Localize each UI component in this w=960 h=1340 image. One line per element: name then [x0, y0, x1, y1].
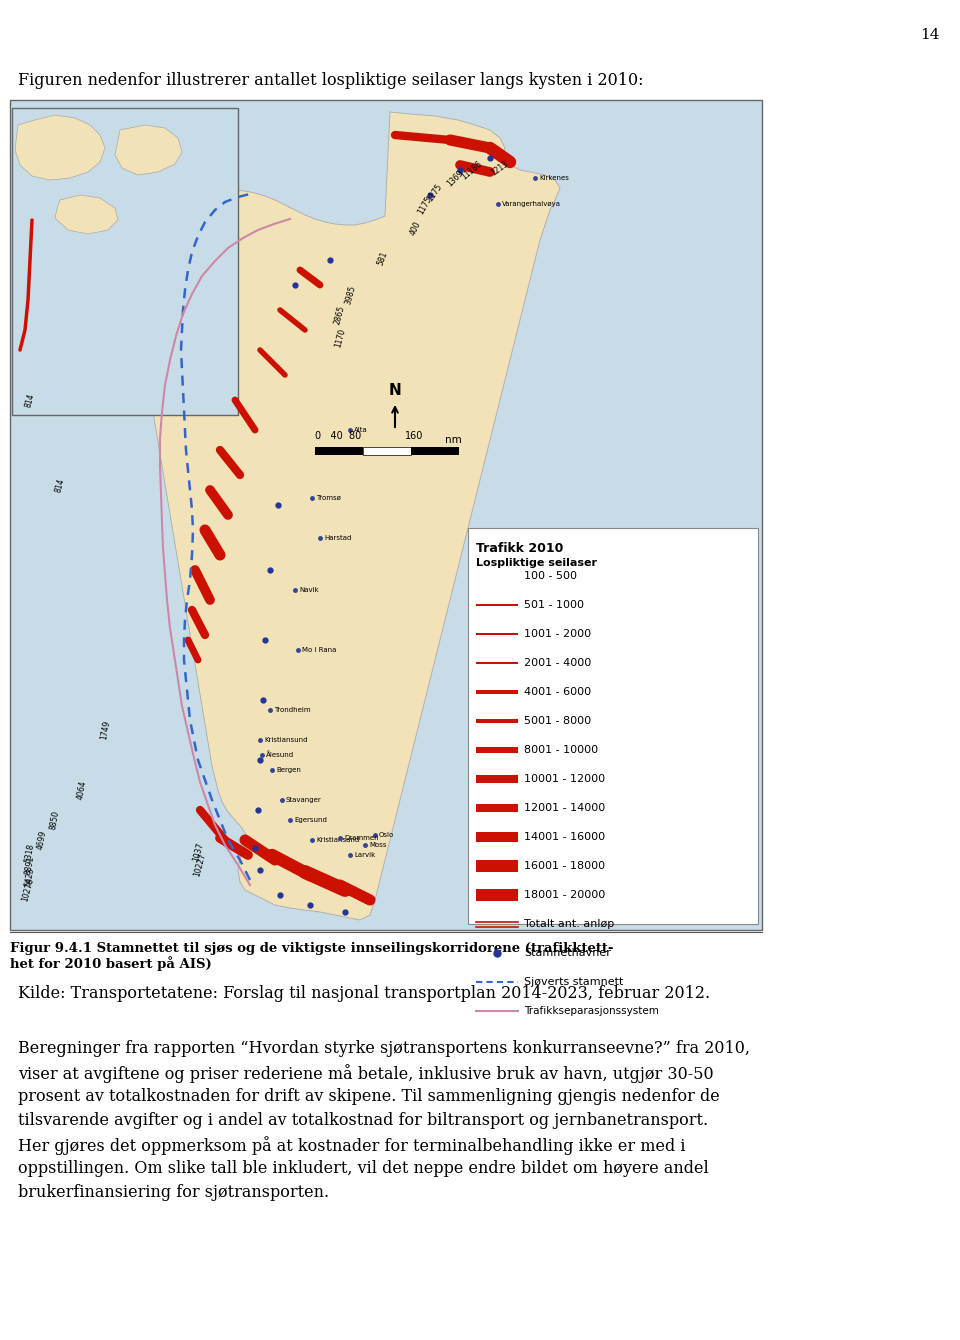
Text: Figuren nedenfor illustrerer antallet lospliktige seilaser langs kysten i 2010:: Figuren nedenfor illustrerer antallet lo…	[18, 72, 643, 88]
Text: 501 - 1000: 501 - 1000	[524, 600, 584, 610]
Text: 14001 - 16000: 14001 - 16000	[524, 832, 605, 842]
Text: 8850: 8850	[49, 809, 61, 831]
Bar	[476, 604, 518, 606]
Text: Larvik: Larvik	[354, 852, 375, 858]
Text: 8891: 8891	[24, 855, 36, 875]
Text: 2865: 2865	[333, 304, 347, 326]
Text: Trafikk 2010: Trafikk 2010	[476, 541, 564, 555]
Text: Navik: Navik	[299, 587, 319, 594]
Text: 1175: 1175	[417, 194, 434, 216]
Bar	[476, 888, 518, 902]
Text: 5318: 5318	[24, 843, 36, 863]
Text: Kristiansund: Kristiansund	[264, 737, 307, 742]
Text: 4001 - 6000: 4001 - 6000	[524, 687, 591, 697]
Text: viser at avgiftene og priser rederiene må betale, inklusive bruk av havn, utgjør: viser at avgiftene og priser rederiene m…	[18, 1064, 713, 1083]
Text: Totalt ant. anløp: Totalt ant. anløp	[524, 919, 614, 929]
Bar	[476, 775, 518, 783]
Text: 160: 160	[405, 431, 423, 441]
Text: 1749: 1749	[99, 720, 111, 740]
Text: 5001 - 8000: 5001 - 8000	[524, 716, 591, 726]
Text: brukerfinansiering for sjøtransporten.: brukerfinansiering for sjøtransporten.	[18, 1185, 329, 1201]
Text: nm: nm	[445, 436, 462, 445]
Bar	[468, 528, 758, 925]
Bar	[476, 662, 518, 665]
Bar	[12, 109, 238, 415]
Text: 1369: 1369	[445, 168, 465, 188]
Text: Figur 9.4.1 Stamnettet til sjøs og de viktigste innseilingskorridorene (trafikkt: Figur 9.4.1 Stamnettet til sjøs og de vi…	[10, 942, 613, 955]
Text: Mo i Rana: Mo i Rana	[302, 647, 336, 653]
Bar	[476, 860, 518, 871]
Polygon shape	[55, 196, 118, 234]
Text: 1175: 1175	[426, 182, 444, 204]
Text: Lospliktige seilaser: Lospliktige seilaser	[476, 557, 597, 568]
Text: Stamnethavner: Stamnethavner	[524, 947, 611, 958]
Text: N: N	[389, 383, 401, 398]
Text: Egersund: Egersund	[294, 817, 326, 823]
Text: 1213: 1213	[490, 159, 511, 177]
Text: 1170: 1170	[333, 327, 347, 348]
Bar	[476, 690, 518, 694]
Text: Ålesund: Ålesund	[266, 752, 294, 758]
Text: 581: 581	[375, 249, 389, 267]
Text: Drammen: Drammen	[344, 835, 378, 842]
Bar	[10, 100, 762, 930]
Text: Bergen: Bergen	[276, 766, 300, 773]
Text: 10278: 10278	[20, 878, 36, 903]
Text: 1001 - 2000: 1001 - 2000	[524, 628, 591, 639]
Text: 100 - 500: 100 - 500	[524, 571, 577, 582]
Bar	[315, 448, 363, 456]
Text: 4699: 4699	[36, 829, 48, 851]
Text: Trafikkseparasjonssystem: Trafikkseparasjonssystem	[524, 1006, 659, 1016]
Polygon shape	[15, 115, 105, 180]
Text: 2001 - 4000: 2001 - 4000	[524, 658, 591, 669]
Text: Beregninger fra rapporten “Hvordan styrke sjøtransportens konkurranseevne?” fra : Beregninger fra rapporten “Hvordan styrk…	[18, 1040, 750, 1057]
Polygon shape	[115, 125, 182, 176]
Text: Oslo: Oslo	[379, 832, 395, 838]
Text: Kirkenes: Kirkenes	[539, 176, 569, 181]
Text: Trondheim: Trondheim	[274, 708, 311, 713]
Text: 16001 - 18000: 16001 - 18000	[524, 862, 605, 871]
Text: 4064: 4064	[76, 780, 88, 800]
Text: 5423: 5423	[24, 867, 36, 887]
Text: 8001 - 10000: 8001 - 10000	[524, 745, 598, 754]
Text: oppstillingen. Om slike tall ble inkludert, vil det neppe endre bildet om høyere: oppstillingen. Om slike tall ble inklude…	[18, 1160, 708, 1177]
Text: Her gjøres det oppmerksom på at kostnader for terminalbehandling ikke er med i: Her gjøres det oppmerksom på at kostnade…	[18, 1136, 685, 1155]
Bar	[476, 804, 518, 812]
Text: het for 2010 basert på AIS): het for 2010 basert på AIS)	[10, 955, 212, 972]
Bar	[476, 632, 518, 635]
Text: Sjøverts stamnett: Sjøverts stamnett	[524, 977, 623, 988]
Text: 10001 - 12000: 10001 - 12000	[524, 775, 605, 784]
Text: Alta: Alta	[354, 427, 368, 433]
Text: 14: 14	[921, 28, 940, 42]
Text: 3985: 3985	[343, 284, 357, 306]
Text: Tromsø: Tromsø	[316, 494, 341, 501]
Text: 1037: 1037	[191, 842, 204, 863]
Text: prosent av totalkostnaden for drift av skipene. Til sammenligning gjengis nedenf: prosent av totalkostnaden for drift av s…	[18, 1088, 720, 1106]
Bar	[476, 832, 518, 842]
Text: 400: 400	[408, 220, 422, 237]
Polygon shape	[135, 113, 560, 921]
Text: Moss: Moss	[369, 842, 387, 848]
Text: Kilde: Transportetatene: Forslag til nasjonal transportplan 2014-2023, februar 2: Kilde: Transportetatene: Forslag til nas…	[18, 985, 710, 1002]
Text: 10227: 10227	[193, 852, 207, 878]
Text: Stavanger: Stavanger	[286, 797, 322, 803]
Text: 11186: 11186	[460, 159, 484, 181]
Text: 12001 - 14000: 12001 - 14000	[524, 803, 605, 813]
Text: tilsvarende avgifter og i andel av totalkostnad for biltransport og jernbanetran: tilsvarende avgifter og i andel av total…	[18, 1112, 708, 1130]
Text: Harstad: Harstad	[324, 535, 351, 541]
Bar	[363, 448, 411, 456]
Text: 0   40  80: 0 40 80	[315, 431, 361, 441]
Bar	[411, 448, 459, 456]
Text: 814: 814	[24, 391, 36, 409]
Text: Kristiansand: Kristiansand	[316, 838, 359, 843]
Text: 18001 - 20000: 18001 - 20000	[524, 890, 605, 900]
Bar	[476, 718, 518, 724]
Bar	[476, 746, 518, 753]
Text: Varangerhalvøya: Varangerhalvøya	[502, 201, 561, 206]
Text: 814: 814	[54, 477, 66, 493]
